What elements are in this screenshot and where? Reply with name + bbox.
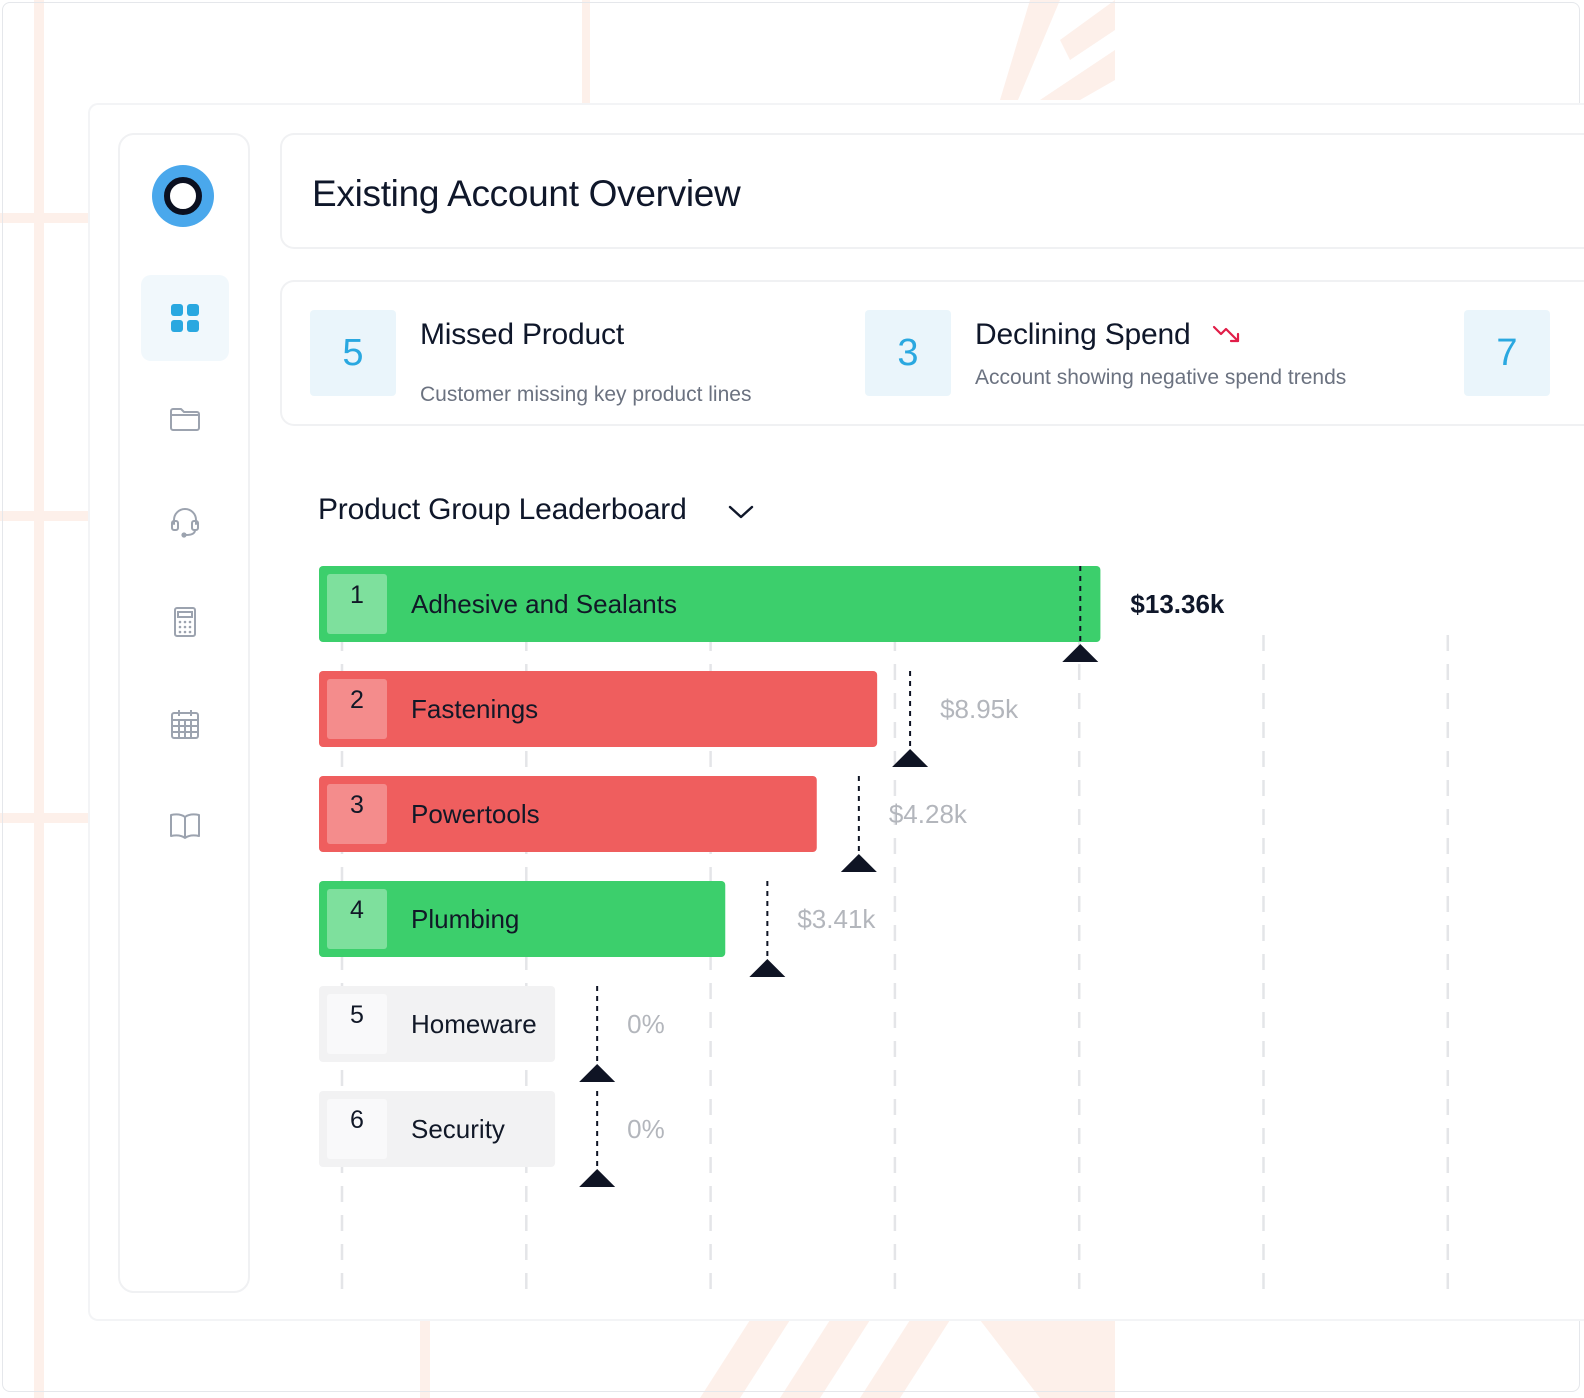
sidebar: [118, 133, 250, 1293]
leaderboard-chart: 1 Adhesive and Sealants $13.36k 2 Fastenings…: [319, 566, 1450, 1295]
value-label: $4.28k: [889, 799, 968, 829]
sidebar-item-support[interactable]: [141, 478, 229, 564]
leaderboard-bar: [319, 671, 878, 747]
target-marker: [1062, 644, 1099, 662]
stats-card: 5 Missed Product Customer missing key pr…: [280, 280, 1584, 426]
rank-badge: [327, 784, 387, 844]
brand-logo[interactable]: [152, 165, 214, 227]
value-label: $13.36k: [1130, 589, 1225, 619]
book-icon: [170, 813, 200, 839]
product-group-name: Fastenings: [411, 694, 538, 724]
target-marker: [579, 1064, 616, 1082]
value-label: 0%: [627, 1114, 665, 1144]
rank-badge: [327, 679, 387, 739]
sidebar-item-calendar[interactable]: [141, 681, 229, 767]
rank-number: 5: [350, 1001, 364, 1029]
leaderboard-bar: [319, 881, 726, 957]
calendar-icon: [171, 710, 199, 739]
app-window: Existing Account Overview 5 Missed Produ…: [88, 103, 1584, 1321]
rank-badge: [327, 574, 387, 634]
value-label: $8.95k: [940, 694, 1019, 724]
folder-icon: [170, 408, 200, 431]
product-group-name: Powertools: [411, 799, 540, 829]
rank-badge: [327, 994, 387, 1054]
stat-value-third: 7: [1464, 310, 1550, 396]
rank-number: 4: [350, 896, 364, 924]
stat-value-declining: 3: [865, 310, 951, 396]
value-label: 0%: [627, 1009, 665, 1039]
stat-desc-declining: Account showing negative spend trends: [975, 366, 1347, 389]
headset-icon: [171, 508, 199, 538]
chevron-down-icon[interactable]: [726, 501, 756, 523]
product-group-name: Adhesive and Sealants: [411, 589, 677, 619]
calculator-icon: [174, 607, 196, 637]
page-title: Existing Account Overview: [312, 173, 741, 214]
title-card: Existing Account Overview: [280, 133, 1584, 249]
target-marker: [892, 749, 929, 767]
sidebar-item-dashboard[interactable]: [141, 275, 229, 361]
grid-icon: [171, 304, 199, 332]
value-label: $3.41k: [797, 904, 876, 934]
rank-number: 2: [350, 686, 364, 714]
leaderboard-bar: [319, 776, 817, 852]
target-marker: [749, 959, 786, 977]
rank-number: 1: [350, 581, 364, 609]
stat-title-missed: Missed Product: [420, 318, 624, 351]
target-marker: [579, 1169, 616, 1187]
rank-number: 6: [350, 1106, 364, 1134]
rank-number: 3: [350, 791, 364, 819]
product-group-name: Security: [411, 1114, 505, 1144]
sidebar-item-calculator[interactable]: [141, 579, 229, 665]
trend-down-icon: [1212, 325, 1240, 343]
leaderboard-bar: [319, 566, 1101, 642]
stat-title-declining: Declining Spend: [975, 318, 1191, 351]
stat-desc-missed: Customer missing key product lines: [420, 383, 752, 406]
sidebar-item-library[interactable]: [141, 782, 229, 868]
stat-value-missed: 5: [310, 310, 396, 396]
leaderboard-title[interactable]: Product Group Leaderboard: [318, 493, 687, 526]
product-group-name: Homeware: [411, 1009, 537, 1039]
product-group-name: Plumbing: [411, 904, 519, 934]
rank-badge: [327, 1099, 387, 1159]
sidebar-item-folder[interactable]: [141, 376, 229, 462]
target-marker: [840, 854, 877, 872]
rank-badge: [327, 889, 387, 949]
